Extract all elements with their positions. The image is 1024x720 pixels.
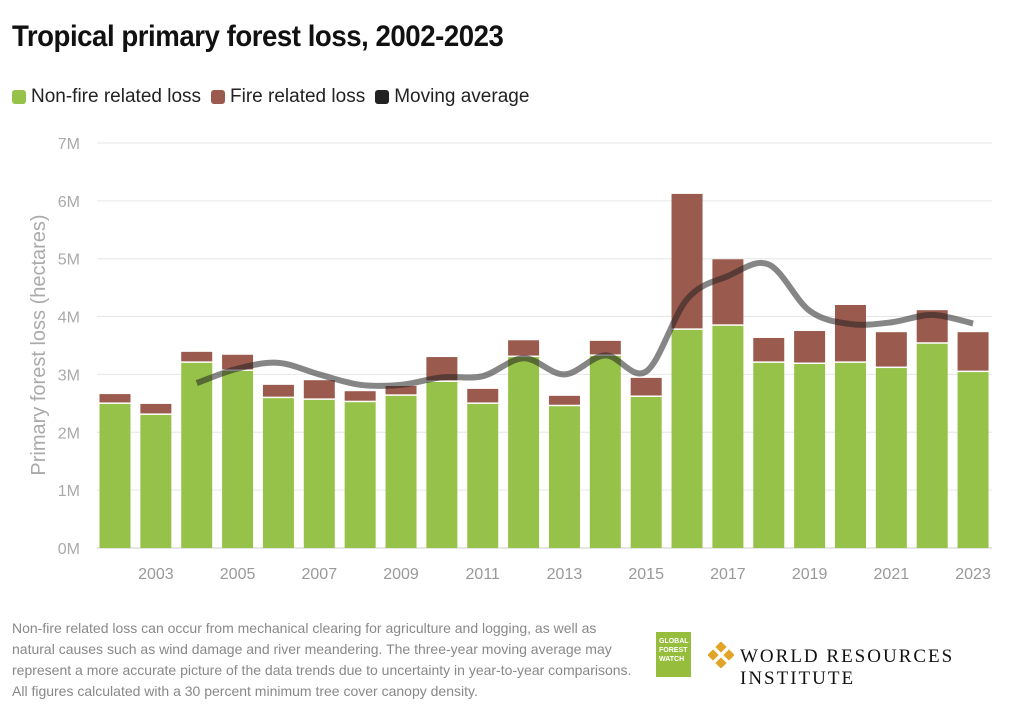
bar-fire [181,351,213,362]
bar-non-fire [753,362,785,548]
x-tick-label: 2005 [220,566,256,583]
bar-non-fire [875,368,907,548]
bar-non-fire [834,362,866,548]
legend: Non-fire related loss Fire related loss … [12,86,529,108]
bar-non-fire [671,329,703,548]
y-axis-label: Primary forest loss (hectares) [28,214,50,475]
legend-swatch [375,90,390,104]
y-tick-label: 0M [58,541,80,558]
x-tick-label: 2003 [138,566,174,583]
bar-fire [303,380,335,399]
bar-non-fire [916,343,948,548]
legend-item-non-fire[interactable]: Non-fire related loss [12,86,201,108]
x-tick-label: 2007 [302,566,338,583]
x-tick-label: 2009 [383,566,419,583]
wri-logo-text: WORLD RESOURCES INSTITUTE [740,646,955,689]
x-tick-label: 2023 [955,566,991,583]
bar-fire [834,304,866,362]
legend-label: Moving average [394,86,530,107]
chart-title: Tropical primary forest loss, 2002-2023 [12,20,504,53]
legend-label: Non-fire related loss [31,86,202,107]
bar-non-fire [957,372,989,548]
global-forest-watch-logo: GLOBAL FOREST WATCH [656,632,691,677]
legend-item-moving-average[interactable]: Moving average [375,86,529,108]
bar-non-fire [630,396,662,548]
x-tick-label: 2019 [792,566,828,583]
bar-non-fire [99,403,131,548]
x-tick-label: 2011 [466,566,501,583]
bar-fire [671,193,703,329]
footnote: Non-fire related loss can occur from mec… [12,620,632,699]
bar-fire [875,332,907,367]
bar-fire [957,332,989,371]
bar-non-fire [344,402,376,548]
legend-label: Fire related loss [230,86,366,107]
bar-non-fire [548,406,580,548]
bar-non-fire [589,355,621,548]
legend-item-fire[interactable]: Fire related loss [211,86,365,108]
bar-non-fire [426,381,458,548]
bar-non-fire [508,357,540,548]
bar-non-fire [467,403,499,548]
bar-fire [589,340,621,355]
bar-fire [794,331,826,363]
x-tick-label: 2017 [710,566,746,583]
legend-swatch [12,90,26,104]
bar-fire [508,340,540,356]
bar-non-fire [140,414,172,548]
bar-non-fire [712,325,744,548]
moving-average-line [195,260,974,389]
bar-non-fire [262,398,294,548]
bar-fire [262,384,294,397]
y-tick-label: 5M [58,252,80,269]
y-tick-label: 1M [58,483,80,500]
bar-fire [140,403,172,414]
y-tick-label: 7M [58,136,80,153]
y-tick-label: 3M [58,367,80,384]
chart-plot: 0M 1M 2M 3M 4M 5M 6M 7M 2003 2005 2007 2009 2011 2013… [28,136,992,583]
bar-fire [548,395,580,405]
bar-non-fire [794,364,826,548]
wri-logo-icon [708,642,734,668]
bar-non-fire [181,362,213,548]
x-tick-label: 2013 [547,566,583,583]
x-tick-label: 2021 [874,566,910,583]
bar-non-fire [385,395,417,548]
bar-non-fire [222,370,254,548]
bar-fire [99,394,131,403]
bar-non-fire [303,399,335,548]
legend-swatch [211,90,226,104]
bar-fire [630,377,662,396]
x-tick-label: 2015 [628,566,664,583]
y-tick-label: 2M [58,425,80,442]
bar-fire [753,337,785,362]
bar-fire [385,385,417,395]
y-tick-label: 6M [58,194,80,211]
bar-fire [467,388,499,403]
bar-fire [344,391,376,401]
y-tick-label: 4M [58,310,80,327]
